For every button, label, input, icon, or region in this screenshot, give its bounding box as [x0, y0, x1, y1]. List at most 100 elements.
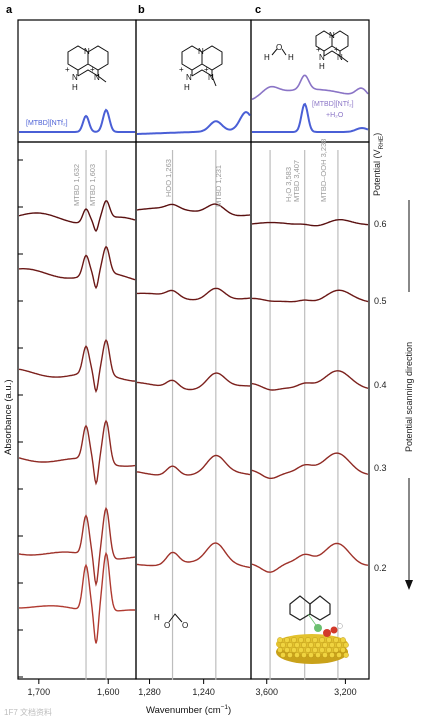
catalyst-atom: [294, 642, 300, 648]
reference-box-b: [135, 19, 252, 143]
catalyst-atom: [298, 637, 304, 643]
y-axis-ticks: [18, 159, 23, 678]
catalyst-atom: [280, 652, 286, 658]
spectrum-trace-panel-c: [251, 370, 369, 391]
peak-labels-b: HOO 1,263 MTBD 1,231: [164, 159, 223, 207]
spectrum-trace-panel-a: [18, 338, 135, 394]
peak-label-mtbd-1632: MTBD 1,632: [72, 164, 81, 206]
svg-text:O: O: [182, 621, 188, 630]
catalyst-atom: [301, 642, 307, 648]
catalyst-atom: [319, 637, 325, 643]
mtbd-cation-structure-icon: N N N H + +: [179, 45, 223, 92]
mtbd-cation-structure-icon: N N N H + +: [65, 45, 109, 92]
catalyst-atom: [343, 642, 349, 648]
legend-ionic-liquid-c: [MTBD][NTf₂]: [312, 101, 354, 108]
catalyst-atom: [284, 637, 290, 643]
catalyst-atom: [291, 637, 297, 643]
svg-text:O: O: [276, 43, 282, 52]
catalyst-atom: [312, 637, 318, 643]
panel-letter-a: a: [6, 4, 13, 16]
svg-text:+: +: [65, 65, 70, 74]
svg-text:H: H: [184, 83, 190, 92]
potential-axis-title: Potential (VRHE): [372, 133, 385, 196]
svg-text:H: H: [264, 53, 270, 62]
panel-letter-b: b: [138, 4, 145, 16]
spectrum-trace-panel-c: [252, 289, 369, 303]
reference-trace-panel-b: [137, 111, 251, 135]
catalyst-atom: [294, 652, 300, 658]
catalyst-atom: [284, 647, 290, 653]
svg-text:N: N: [198, 47, 204, 56]
svg-text:N: N: [94, 73, 100, 82]
potential-labels: 0.6 0.5 0.4 0.3 0.2: [374, 219, 387, 573]
catalyst-atom: [340, 647, 346, 653]
plot-frame-b: [135, 141, 252, 680]
x-axis-title: Wavenumber (cm−1): [146, 704, 231, 716]
svg-text:N: N: [319, 53, 325, 62]
peak-label-mtbd-1603: MTBD 1,603: [88, 164, 97, 206]
peak-guide-lines: [85, 150, 339, 680]
catalyst-atom: [333, 637, 339, 643]
x-tick-label: 1,600: [97, 687, 120, 697]
spectrum-trace-panel-a: [19, 551, 135, 644]
catalyst-atom: [315, 642, 321, 648]
catalyst-atom: [333, 647, 339, 653]
x-tick-label: 3,600: [255, 687, 278, 697]
catalyst-atom: [287, 642, 293, 648]
spectrum-trace-panel-c: [251, 452, 369, 479]
panel-letter-c: c: [255, 4, 261, 16]
catalyst-atom: [329, 642, 335, 648]
potential-label: 0.4: [374, 380, 387, 390]
catalyst-atom: [343, 652, 349, 658]
peak-label-h2o-3583: H₂O 3,583: [284, 167, 293, 202]
watermark: 1F7 文档资料: [4, 707, 52, 717]
svg-text:N: N: [186, 73, 192, 82]
reference-trace-panel-a: [19, 108, 135, 133]
svg-text:N: N: [208, 73, 214, 82]
svg-text:H: H: [154, 613, 160, 622]
catalyst-atom: [326, 647, 332, 653]
spectrum-trace-panel-c: [251, 542, 369, 573]
catalyst-atom: [277, 637, 283, 643]
x-tick-label: 3,200: [334, 687, 357, 697]
catalyst-atom: [336, 652, 342, 658]
catalyst-atom: [305, 637, 311, 643]
catalyst-atom: [322, 642, 328, 648]
svg-text:H: H: [72, 83, 78, 92]
svg-text:H: H: [288, 53, 294, 62]
reference-trace-water-panel-c: [251, 74, 369, 101]
svg-text:H: H: [319, 62, 325, 71]
spectrum-trace-panel-a: [18, 199, 136, 233]
spectrum-trace-panel-b: [136, 203, 251, 217]
svg-text:N: N: [337, 53, 343, 62]
svg-text:+: +: [90, 65, 95, 74]
catalyst-atom: [277, 647, 283, 653]
catalyst-atom: [280, 642, 286, 648]
catalyst-atom: [308, 652, 314, 658]
catalyst-surface-3d-render-icon: [276, 595, 349, 664]
catalyst-atom: [291, 647, 297, 653]
peak-labels-c: H₂O 3,583 MTBD 3,407 MTBD–OOH 3,238: [284, 139, 328, 202]
catalyst-atom: [301, 652, 307, 658]
potential-spectra: [18, 199, 369, 644]
hydroperoxyl-structure-icon: H O O: [154, 613, 188, 630]
scan-direction-arrow-icon: [405, 200, 413, 590]
svg-text:+: +: [334, 45, 339, 54]
catalyst-atom: [326, 637, 332, 643]
spectrum-trace-panel-b: [136, 372, 251, 391]
catalyst-atom: [340, 637, 346, 643]
catalyst-atom: [287, 652, 293, 658]
reference-trace-panel-c: [252, 102, 369, 133]
reference-spectra: [19, 74, 369, 135]
svg-text:N: N: [84, 47, 90, 56]
catalyst-atom: [308, 642, 314, 648]
catalyst-atom: [329, 652, 335, 658]
svg-text:N: N: [72, 73, 78, 82]
y-axis-title: Absorbance (a.u.): [3, 379, 14, 455]
legend-ionic-liquid-a: [MTBD][NTf₂]: [26, 120, 68, 127]
catalyst-atom: [312, 647, 318, 653]
catalyst-atom: [336, 642, 342, 648]
x-axis-ticks: 1,700 1,600 1,280 1,240 3,600 3,200: [28, 679, 357, 697]
water-molecule-icon: O H H: [264, 43, 294, 62]
